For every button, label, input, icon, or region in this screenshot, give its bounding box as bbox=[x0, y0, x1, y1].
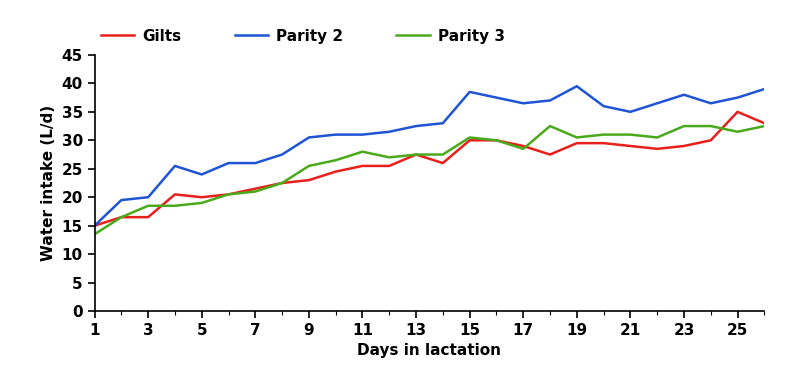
Parity 2 bbox=[197, 172, 206, 177]
Parity 3 bbox=[706, 124, 716, 128]
Parity 3 bbox=[599, 132, 608, 137]
Parity 2 bbox=[331, 132, 340, 137]
Parity 3 bbox=[652, 135, 662, 140]
Gilts bbox=[519, 144, 528, 148]
Gilts bbox=[411, 152, 421, 157]
Gilts bbox=[117, 215, 126, 219]
Parity 2 bbox=[385, 130, 394, 134]
Gilts bbox=[652, 147, 662, 151]
Parity 2 bbox=[90, 224, 99, 228]
Gilts bbox=[224, 192, 233, 197]
Parity 3 bbox=[733, 130, 742, 134]
Legend: Gilts, Parity 2, Parity 3: Gilts, Parity 2, Parity 3 bbox=[95, 23, 511, 50]
Parity 2 bbox=[304, 135, 314, 140]
Parity 2 bbox=[411, 124, 421, 128]
Gilts bbox=[358, 164, 367, 168]
Gilts bbox=[465, 138, 474, 142]
Parity 3 bbox=[492, 138, 501, 142]
Gilts bbox=[331, 169, 340, 174]
Parity 2 bbox=[626, 110, 635, 114]
Parity 2 bbox=[572, 84, 582, 89]
Gilts bbox=[733, 110, 742, 114]
Gilts bbox=[90, 224, 99, 228]
Parity 3 bbox=[385, 155, 394, 160]
Parity 2 bbox=[143, 195, 153, 199]
Parity 2 bbox=[706, 101, 716, 105]
Gilts bbox=[251, 187, 260, 191]
Gilts bbox=[545, 152, 555, 157]
Parity 2 bbox=[358, 132, 367, 137]
Gilts bbox=[572, 141, 582, 145]
Parity 3 bbox=[411, 152, 421, 157]
Parity 2 bbox=[465, 90, 474, 94]
Parity 2 bbox=[224, 161, 233, 165]
Parity 3 bbox=[760, 124, 769, 128]
Gilts bbox=[626, 144, 635, 148]
Parity 3 bbox=[251, 189, 260, 194]
Parity 3 bbox=[519, 147, 528, 151]
Parity 2 bbox=[170, 164, 180, 168]
Parity 2 bbox=[251, 161, 260, 165]
Gilts bbox=[385, 164, 394, 168]
Line: Parity 3: Parity 3 bbox=[95, 126, 764, 234]
Parity 3 bbox=[679, 124, 689, 128]
Gilts bbox=[679, 144, 689, 148]
Parity 2 bbox=[277, 152, 287, 157]
Parity 3 bbox=[90, 232, 99, 236]
Parity 3 bbox=[224, 192, 233, 197]
Parity 3 bbox=[358, 149, 367, 154]
Parity 2 bbox=[519, 101, 528, 105]
Parity 3 bbox=[438, 152, 448, 157]
Gilts bbox=[599, 141, 608, 145]
Parity 3 bbox=[331, 158, 340, 163]
Parity 3 bbox=[143, 203, 153, 208]
Line: Parity 2: Parity 2 bbox=[95, 86, 764, 226]
Parity 2 bbox=[438, 121, 448, 126]
Y-axis label: Water intake (L/d): Water intake (L/d) bbox=[41, 105, 56, 261]
Parity 3 bbox=[304, 164, 314, 168]
Parity 2 bbox=[679, 93, 689, 97]
Parity 3 bbox=[465, 135, 474, 140]
Parity 3 bbox=[545, 124, 555, 128]
Parity 3 bbox=[170, 203, 180, 208]
Parity 3 bbox=[277, 181, 287, 185]
Parity 2 bbox=[733, 96, 742, 100]
Line: Gilts: Gilts bbox=[95, 112, 764, 226]
Gilts bbox=[304, 178, 314, 182]
X-axis label: Days in lactation: Days in lactation bbox=[358, 343, 501, 358]
Parity 2 bbox=[599, 104, 608, 108]
Parity 2 bbox=[117, 198, 126, 202]
Gilts bbox=[170, 192, 180, 197]
Gilts bbox=[197, 195, 206, 199]
Gilts bbox=[706, 138, 716, 142]
Parity 3 bbox=[572, 135, 582, 140]
Parity 2 bbox=[492, 96, 501, 100]
Parity 3 bbox=[197, 201, 206, 205]
Gilts bbox=[143, 215, 153, 219]
Parity 3 bbox=[626, 132, 635, 137]
Parity 2 bbox=[545, 98, 555, 102]
Gilts bbox=[492, 138, 501, 142]
Gilts bbox=[277, 181, 287, 185]
Parity 3 bbox=[117, 215, 126, 219]
Gilts bbox=[760, 121, 769, 126]
Parity 2 bbox=[652, 101, 662, 105]
Parity 2 bbox=[760, 87, 769, 91]
Gilts bbox=[438, 161, 448, 165]
